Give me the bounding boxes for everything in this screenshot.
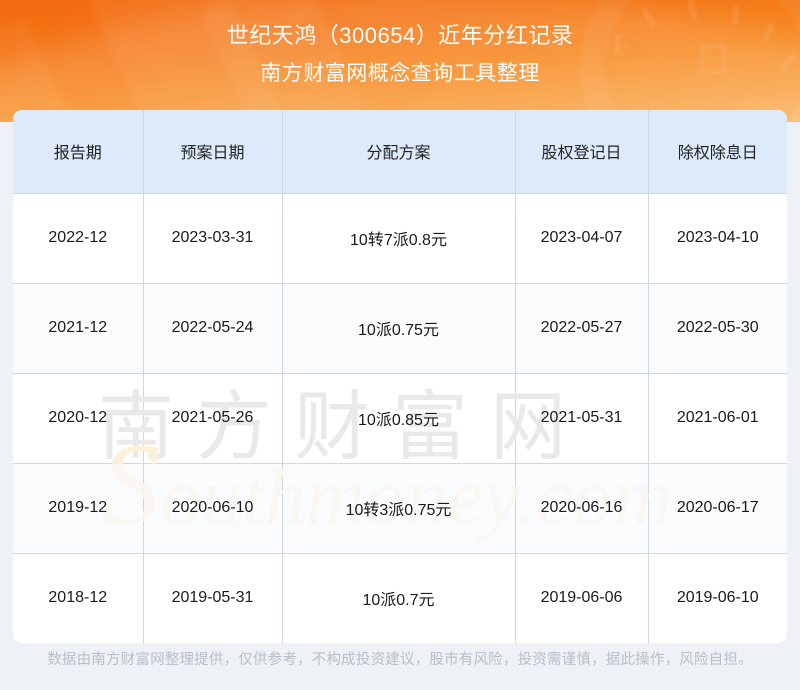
cell-plan-date: 2021-05-26 [143, 372, 283, 463]
table-header: 报告期 预案日期 分配方案 股权登记日 除权除息日 [13, 110, 787, 193]
cell-plan-date: 2023-03-31 [143, 192, 283, 283]
cell-distribution-plan: 10派0.75元 [282, 282, 516, 373]
cell-ex-dividend-date: 2023-04-10 [648, 192, 787, 283]
cell-plan-date: 2019-05-31 [143, 552, 283, 643]
page-title: 世纪天鸿（300654）近年分红记录 [226, 23, 574, 48]
cell-record-date: 2021-05-31 [515, 372, 649, 463]
table-row: 2022-12 2023-03-31 10转7派0.8元 2023-04-07 … [13, 192, 787, 283]
cell-distribution-plan: 10转7派0.8元 [282, 192, 516, 283]
dividend-table-card: 南方财富网 Southmoney.com 报告期 预案日期 分配方案 股权登记日… [13, 110, 787, 643]
cell-ex-dividend-date: 2019-06-10 [648, 552, 787, 643]
column-header-distribution-plan[interactable]: 分配方案 [282, 110, 516, 193]
cell-report-period: 2022-12 [13, 192, 144, 283]
cell-ex-dividend-date: 2022-05-30 [648, 282, 787, 373]
column-header-plan-date[interactable]: 预案日期 [143, 110, 283, 193]
cell-record-date: 2019-06-06 [515, 552, 649, 643]
cell-report-period: 2019-12 [13, 462, 144, 553]
column-header-record-date[interactable]: 股权登记日 [515, 110, 649, 193]
column-header-ex-dividend-date[interactable]: 除权除息日 [648, 110, 787, 193]
cell-distribution-plan: 10派0.85元 [282, 372, 516, 463]
cell-report-period: 2021-12 [13, 282, 144, 373]
page-header-banner: F 世纪天鸿（300654）近年分红记录 南方财富网概念查询工具整理 [0, 0, 800, 122]
cell-ex-dividend-date: 2021-06-01 [648, 372, 787, 463]
gauge-letter-f: F [612, 28, 631, 61]
table-row: 2019-12 2020-06-10 10转3派0.75元 2020-06-16… [13, 462, 787, 553]
table-row: 2020-12 2021-05-26 10派0.85元 2021-05-31 2… [13, 372, 787, 463]
cell-distribution-plan: 10转3派0.75元 [282, 462, 516, 553]
cell-report-period: 2020-12 [13, 372, 144, 463]
table-body: 2022-12 2023-03-31 10转7派0.8元 2023-04-07 … [13, 192, 787, 643]
cell-plan-date: 2022-05-24 [143, 282, 283, 373]
column-header-report-period[interactable]: 报告期 [13, 110, 144, 193]
cell-record-date: 2023-04-07 [515, 192, 649, 283]
table-row: 2021-12 2022-05-24 10派0.75元 2022-05-27 2… [13, 282, 787, 373]
dividend-records-table: 报告期 预案日期 分配方案 股权登记日 除权除息日 2022-12 2023-0… [13, 110, 787, 643]
cell-plan-date: 2020-06-10 [143, 462, 283, 553]
cell-report-period: 2018-12 [13, 552, 144, 643]
fuel-pump-icon [700, 44, 726, 74]
cell-record-date: 2022-05-27 [515, 282, 649, 373]
banner-titles: 世纪天鸿（300654）近年分红记录 南方财富网概念查询工具整理 [0, 0, 800, 90]
cell-distribution-plan: 10派0.7元 [282, 552, 516, 643]
cell-ex-dividend-date: 2020-06-17 [648, 462, 787, 553]
page-subtitle: 南方财富网概念查询工具整理 [260, 62, 540, 85]
cell-record-date: 2020-06-16 [515, 462, 649, 553]
disclaimer-text: 数据由南方财富网整理提供，仅供参考，不构成投资建议，股市有风险，投资需谨慎，据此… [47, 652, 753, 668]
table-header-row: 报告期 预案日期 分配方案 股权登记日 除权除息日 [13, 110, 787, 193]
table-row: 2018-12 2019-05-31 10派0.7元 2019-06-06 20… [13, 552, 787, 643]
